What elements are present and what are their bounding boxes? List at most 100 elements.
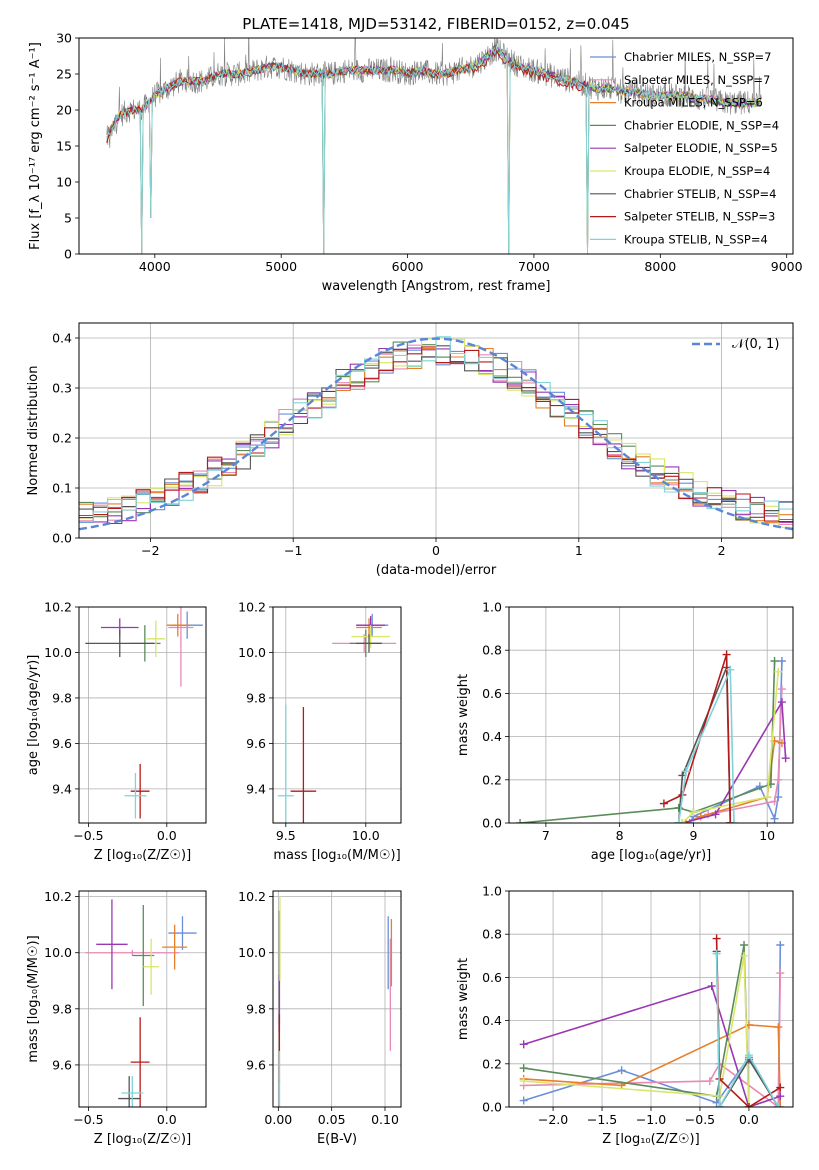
x-tick-label: 0.00 bbox=[264, 1112, 292, 1127]
x-tick-label: 0.0 bbox=[157, 828, 177, 843]
spectrum-lines bbox=[106, 38, 762, 254]
axes-frame bbox=[78, 322, 794, 539]
x-tick-label: 8 bbox=[616, 828, 624, 843]
legend-entry-9: Kroupa STELIB, N_SSP=4 bbox=[624, 232, 768, 246]
weight-marker bbox=[726, 665, 735, 674]
age-vs-mass-panel: 9.5 10.0 9.4 9.6 9.8 10.0 10.2 mass [log₁₀(M/M☉… bbox=[238, 600, 402, 863]
y-tick-label: 9.8 bbox=[52, 1001, 72, 1016]
weight-marker bbox=[781, 754, 790, 763]
weight-vs-age-panel: 7 8 9 10 0.0 0.2 0.4 0.6 0.8 1.0 age [log₁₀(age/yr… bbox=[456, 600, 794, 863]
y-tick-label: 0.4 bbox=[52, 331, 72, 346]
weight-marker bbox=[712, 934, 721, 943]
y-tick-label: 0 bbox=[64, 247, 72, 262]
x-tick-label: 6000 bbox=[392, 259, 424, 274]
y-tick-label: 0.0 bbox=[482, 816, 502, 831]
y-tick-label: 0.6 bbox=[482, 970, 502, 985]
weight-line bbox=[689, 660, 783, 823]
y-tick-label: 0.8 bbox=[482, 643, 502, 658]
weight-marker bbox=[776, 941, 785, 949]
weight-marker bbox=[744, 1103, 753, 1107]
y-tick-label: 10 bbox=[56, 175, 72, 190]
weight-marker bbox=[707, 982, 716, 991]
weight-marker bbox=[682, 767, 691, 776]
y-tick-label: 10.2 bbox=[238, 600, 266, 615]
weight-marker bbox=[774, 1103, 783, 1107]
weight-marker bbox=[689, 808, 698, 817]
y-tick-label: 9.4 bbox=[246, 781, 266, 796]
weight-vs-age-lines bbox=[516, 650, 790, 823]
weight-marker bbox=[519, 1040, 528, 1049]
x-tick-label: 0.10 bbox=[371, 1112, 399, 1127]
weight-line bbox=[523, 955, 750, 1107]
x-tick-label: 1 bbox=[575, 543, 583, 558]
x-tick-label: −0.5 bbox=[73, 1112, 103, 1127]
y-axis-label: mass weight bbox=[456, 674, 471, 756]
x-tick-label: 2 bbox=[718, 543, 726, 558]
y-tick-label: 0.2 bbox=[52, 431, 72, 446]
y-tick-label: 10.0 bbox=[44, 645, 72, 660]
weight-marker bbox=[678, 819, 687, 823]
x-tick-label: 10.0 bbox=[352, 828, 380, 843]
x-tick-label: 9000 bbox=[771, 259, 803, 274]
y-tick-label: 9.6 bbox=[246, 736, 266, 751]
x-tick-label: 0 bbox=[432, 543, 440, 558]
weight-marker bbox=[617, 1066, 626, 1075]
residual-histograms bbox=[79, 336, 793, 531]
y-tick-label: 0.0 bbox=[52, 531, 72, 546]
residuals-panel: −2 −1 0 1 2 0.0 0.1 0.2 0.3 0.4 (data-model)/error… bbox=[26, 322, 794, 578]
weight-marker bbox=[659, 799, 668, 808]
legend-entry-7: Chabrier STELIB, N_SSP=4 bbox=[624, 187, 776, 201]
age-vs-Z-panel: −0.5 0.0 9.4 9.6 9.8 10.0 10.2 Z [log₁₀(Z/Z☉)] a… bbox=[26, 600, 207, 863]
x-tick-label: −0.5 bbox=[685, 1112, 715, 1127]
y-tick-label: 9.4 bbox=[52, 781, 72, 796]
weight-marker bbox=[774, 1023, 783, 1032]
x-tick-label: 8000 bbox=[644, 259, 676, 274]
weight-marker bbox=[776, 1103, 785, 1107]
y-axis-label: Normed distribution bbox=[26, 366, 41, 496]
y-axis-label: mass [log₁₀(M/M☉)] bbox=[26, 935, 41, 1062]
y-tick-label: 9.6 bbox=[52, 1057, 72, 1072]
x-tick-label: 5000 bbox=[265, 259, 297, 274]
y-tick-label: 1.0 bbox=[482, 600, 502, 615]
legend-entry-4: Chabrier ELODIE, N_SSP=4 bbox=[624, 118, 779, 132]
weight-line bbox=[677, 669, 735, 823]
y-axis-label: Flux [f_λ 10⁻¹⁷ erg cm⁻² s⁻¹ A⁻¹] bbox=[28, 42, 43, 250]
y-tick-label: 9.8 bbox=[246, 1001, 266, 1016]
weight-marker bbox=[712, 949, 721, 958]
y-tick-label: 0.2 bbox=[482, 772, 502, 787]
y-tick-label: 15 bbox=[56, 139, 72, 154]
weight-marker bbox=[674, 819, 683, 823]
y-tick-label: 0.6 bbox=[482, 686, 502, 701]
model-spectrum-line bbox=[106, 46, 761, 254]
legend-entry-1: Chabrier MILES, N_SSP=7 bbox=[624, 50, 771, 64]
y-tick-label: 25 bbox=[56, 67, 72, 82]
weight-marker bbox=[774, 775, 783, 784]
weight-marker bbox=[715, 1103, 724, 1107]
y-tick-label: 0.0 bbox=[482, 1100, 502, 1115]
weight-marker bbox=[770, 657, 779, 665]
axes-frame bbox=[508, 606, 794, 824]
x-axis-label: mass [log₁₀(M/M☉)] bbox=[273, 848, 400, 863]
legend-entry-5: Salpeter ELODIE, N_SSP=5 bbox=[624, 141, 778, 155]
axes-frame bbox=[272, 606, 402, 824]
y-tick-label: 1.0 bbox=[482, 884, 502, 899]
weight-marker bbox=[740, 951, 749, 960]
x-axis-label: (data-model)/error bbox=[376, 563, 497, 578]
weight-marker bbox=[776, 969, 785, 978]
weight-marker bbox=[740, 941, 749, 949]
x-axis-label: Z [log₁₀(Z/Z☉)] bbox=[94, 1132, 191, 1147]
x-tick-label: 0.0 bbox=[157, 1112, 177, 1127]
x-tick-label: 9 bbox=[689, 828, 697, 843]
mass-vs-EBV-points bbox=[278, 896, 393, 1107]
x-tick-label: 10 bbox=[759, 828, 775, 843]
weight-marker bbox=[729, 819, 738, 823]
legend-entry-6: Kroupa ELODIE, N_SSP=4 bbox=[624, 164, 770, 178]
mass-vs-Z-panel: −0.5 0.0 9.6 9.8 10.0 10.2 Z [log₁₀(Z/Z☉)] mass… bbox=[26, 889, 207, 1147]
y-tick-label: 5 bbox=[64, 211, 72, 226]
y-tick-label: 10.2 bbox=[44, 600, 72, 615]
legend-entry-3: Kroupa MILES, N_SSP=6 bbox=[624, 96, 763, 110]
x-tick-label: −1.5 bbox=[587, 1112, 617, 1127]
mass-vs-Z-points bbox=[85, 899, 197, 1107]
x-tick-label: −2.0 bbox=[538, 1112, 568, 1127]
